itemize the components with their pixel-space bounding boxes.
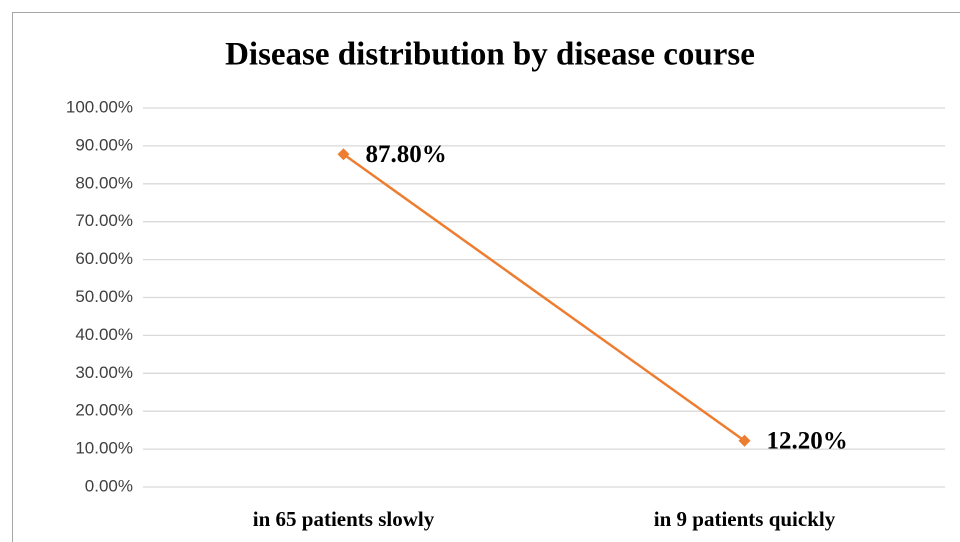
line [342, 153, 746, 442]
chart-border [12, 12, 960, 542]
y-tick-label: 90.00% [75, 135, 133, 154]
chart-title: Disease distribution by disease course [225, 37, 755, 73]
marker [337, 148, 350, 161]
y-tick-label: 50.00% [75, 287, 133, 306]
y-tick-label: 100.00% [66, 97, 133, 116]
data-label: 87.80% [366, 141, 447, 168]
y-tick-label: 70.00% [75, 211, 133, 230]
data-label: 12.20% [767, 427, 848, 454]
x-tick-label: in 9 patients quickly [654, 507, 836, 531]
x-tick-label: in 65 patients slowly [253, 507, 435, 531]
y-tick-label: 10.00% [75, 439, 133, 458]
y-tick-label: 30.00% [75, 363, 133, 382]
y-tick-label: 20.00% [75, 401, 133, 420]
y-tick-label: 80.00% [75, 173, 133, 192]
y-tick-label: 40.00% [75, 325, 133, 344]
marker [738, 434, 751, 447]
y-tick-label: 60.00% [75, 249, 133, 268]
y-tick-label: 0.00% [85, 476, 133, 495]
